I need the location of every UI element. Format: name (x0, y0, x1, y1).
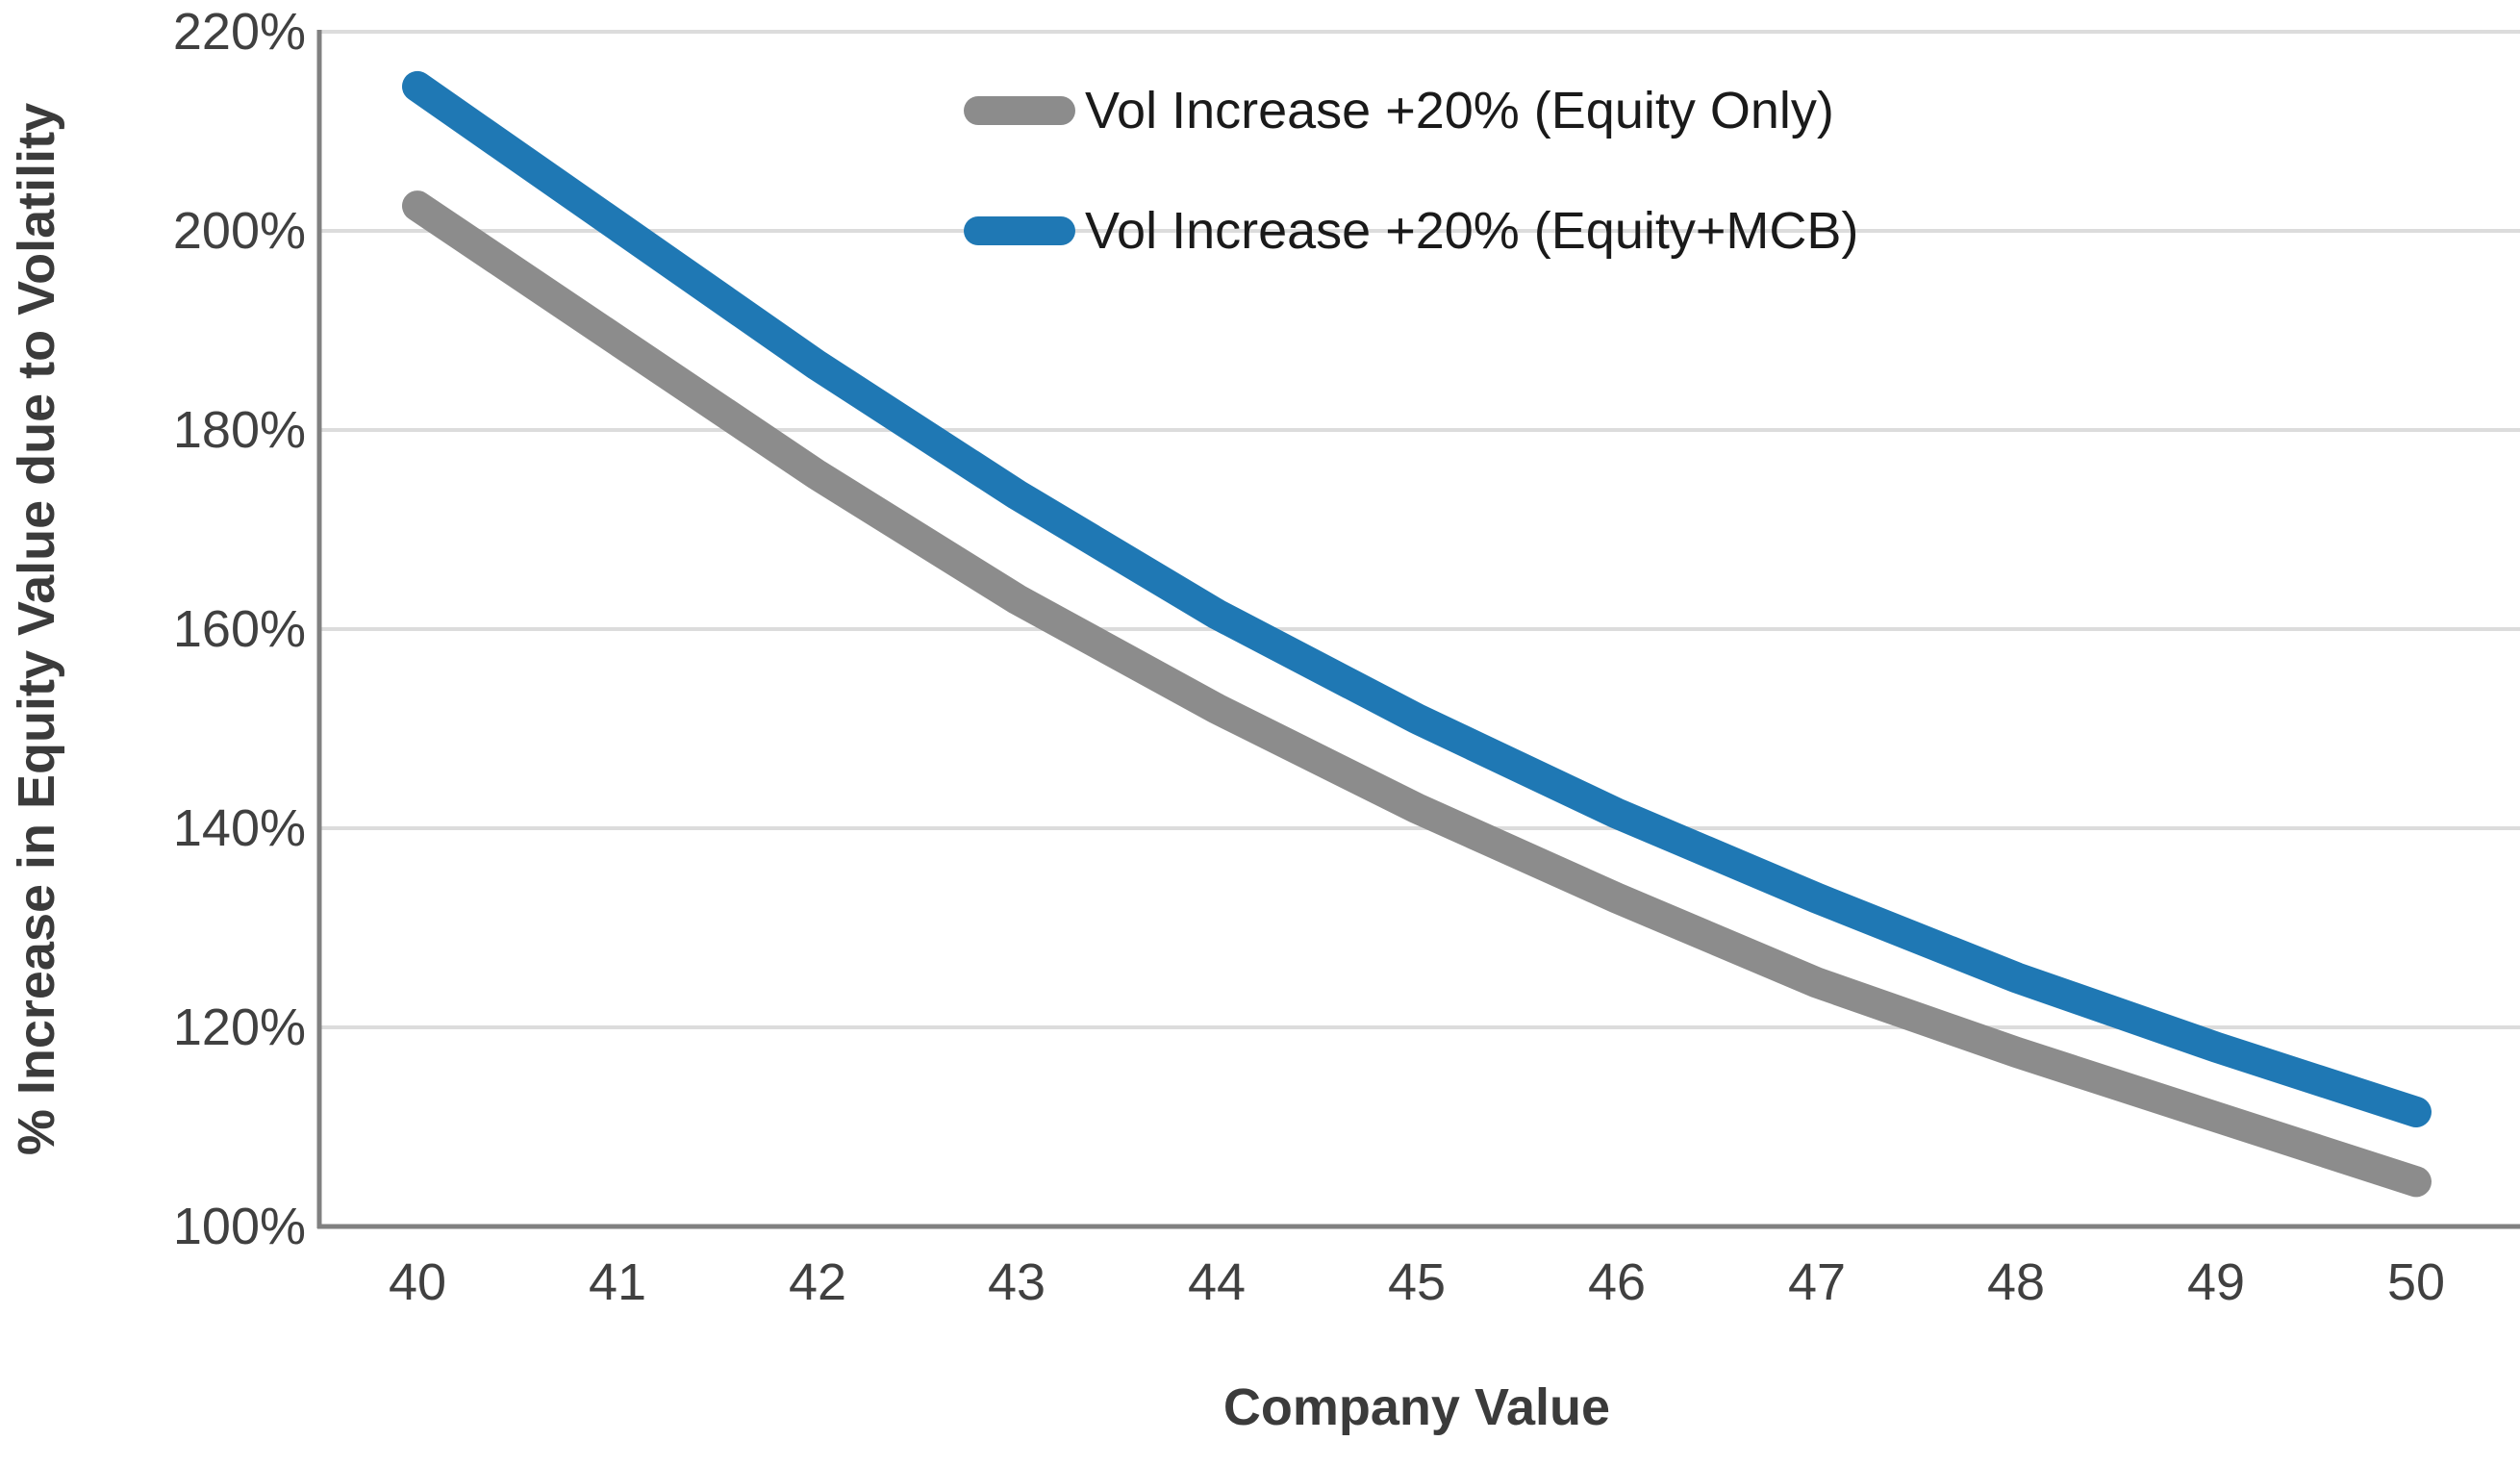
y-axis-title: % Increase in Equity Value due to Volati… (8, 102, 65, 1156)
y-tick-label-160: 160% (172, 600, 306, 658)
legend-label-equity-only: Vol Increase +20% (Equity Only) (1085, 82, 1834, 139)
series-line-0 (402, 190, 2432, 1198)
x-tick-label-40: 40 (388, 1253, 447, 1311)
x-tick-label-42: 42 (788, 1253, 847, 1311)
x-tick-label-43: 43 (987, 1253, 1046, 1311)
series-line-1 (402, 70, 2432, 1127)
y-tick-label-120: 120% (172, 998, 306, 1056)
x-tick-label-46: 46 (1587, 1253, 1647, 1311)
x-tick-label-47: 47 (1787, 1253, 1847, 1311)
y-tick-label-180: 180% (172, 401, 306, 459)
x-tick-label-49: 49 (2186, 1253, 2246, 1311)
x-tick-label-48: 48 (1986, 1253, 2046, 1311)
x-tick-label-41: 41 (588, 1253, 647, 1311)
legend-label-equity-mcb: Vol Increase +20% (Equity+MCB) (1085, 202, 1859, 260)
y-tick-label-140: 140% (172, 799, 306, 857)
legend-swatch-equity-only (964, 96, 1075, 125)
y-tick-label-220: 220% (172, 3, 306, 61)
x-tick-label-50: 50 (2386, 1253, 2446, 1311)
x-tick-label-45: 45 (1387, 1253, 1447, 1311)
y-tick-label-100: 100% (172, 1198, 306, 1255)
x-tick-label-44: 44 (1187, 1253, 1247, 1311)
legend-swatch-equity-mcb (964, 216, 1075, 245)
y-tick-label-200: 200% (172, 202, 306, 260)
x-axis-title: Company Value (1222, 1378, 1611, 1436)
